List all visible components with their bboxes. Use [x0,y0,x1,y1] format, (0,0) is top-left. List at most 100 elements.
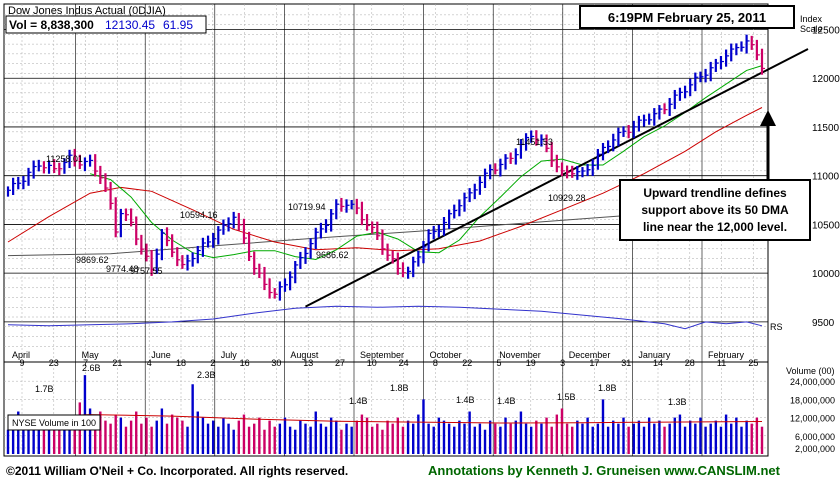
price-bar-30 [160,229,165,261]
month-label-7: November [499,350,541,360]
price-bar-122 [632,120,637,139]
price-annotation-3: 9757.55 [130,266,163,276]
volume-annotation-1: 2.6B [82,363,101,373]
month-label-8: December [569,350,611,360]
price-annotation-6: 9686.62 [316,250,349,260]
price-bar-131 [678,87,683,101]
price-bar-63 [330,209,335,232]
price-bar-80 [417,250,422,267]
callout-line-3: line near the 12,000 level. [643,220,787,234]
price-bar-21 [114,197,119,238]
price-bar-87 [453,204,458,219]
price-axis: 9500 10000 10500 11000 11500 12000 12500 [812,25,840,328]
nyse-volume-label: NYSE Volume in 100 [12,418,96,428]
price-bar-144 [745,34,750,54]
volume-tick-4: 24,000,000 [790,377,835,387]
volume-bars [6,375,764,454]
volume-annotation-6: 1.4B [497,396,516,406]
price-bar-124 [642,114,648,127]
price-tick-6: 12500 [812,25,840,36]
price-bar-18 [99,165,104,185]
ma200-line [7,107,763,252]
price-bar-15 [83,157,88,172]
date-tick-14: 22 [462,358,472,368]
price-bar-100 [519,139,524,159]
date-tick-12: 24 [399,358,409,368]
price-bar-130 [673,89,678,110]
price-annotation-7: 11451.53 [516,137,553,147]
price-bar-49 [258,263,263,279]
price-bar-112 [581,167,586,178]
price-bar-117 [607,140,612,154]
price-bar-104 [540,134,545,147]
price-bar-96 [499,158,504,177]
price-tick-2: 10500 [812,220,840,231]
price-bar-102 [530,130,535,143]
price-bar-64 [335,199,340,220]
index-scale-label: Index [800,14,823,24]
rs-label: RS [770,322,783,332]
callout-line-2: support above its 50 DMA [641,203,789,217]
date-tick-0: 9 [19,358,24,368]
date-tick-6: 2 [210,358,215,368]
price-bar-44 [232,211,237,229]
volume-tick-3: 18,000,000 [790,395,835,405]
price-bar-135 [699,71,704,83]
quote-box [5,15,207,34]
price-bar-25 [135,216,140,246]
price-bar-53 [278,281,283,301]
price-bar-93 [483,168,489,189]
price-bar-61 [319,222,324,239]
price-annotation-1: 9869.62 [76,255,109,265]
timestamp-box [579,5,795,29]
month-label-4: August [290,350,319,360]
date-tick-10: 27 [335,358,345,368]
volume-annotation-9: 1.3B [668,397,687,407]
indicator-lines [7,48,809,424]
price-bar-40 [212,232,217,248]
volume-annotation-7: 1.5B [557,392,576,402]
date-tick-17: 3 [560,358,565,368]
volume-annotation-2: 2.3B [197,370,216,380]
price-bar-84 [437,224,442,238]
price-bar-5 [32,160,37,179]
date-tick-20: 14 [653,358,663,368]
trendline [305,48,809,308]
price-bar-38 [201,237,206,257]
price-bar-73 [381,229,386,255]
price-bar-66 [345,199,350,213]
price-bar-141 [730,43,735,62]
price-bar-140 [724,49,730,67]
price-bar-82 [427,229,432,252]
price-bar-57 [299,251,304,270]
price-bar-35 [186,254,191,271]
price-bar-12 [68,149,73,169]
date-tick-16: 19 [526,358,536,368]
price-bar-129 [668,97,673,116]
index-scale-label-2: Scale [800,24,823,34]
price-bar-20 [109,181,114,210]
price-bar-94 [489,164,494,180]
price-bar-88 [458,199,463,217]
date-tick-15: 5 [496,358,501,368]
price-bar-55 [289,271,294,291]
price-bar-31 [165,227,171,247]
price-bars [6,34,765,301]
price-bar-41 [217,226,222,245]
date-tick-8: 30 [271,358,281,368]
volume-tick-1: 6,000,000 [795,432,835,442]
price-bar-138 [714,58,719,72]
date-tick-7: 16 [240,358,250,368]
price-bar-60 [314,227,319,250]
price-bar-50 [263,266,268,291]
price-bar-8 [47,160,53,174]
price-bar-3 [22,176,27,190]
price-bar-10 [58,162,63,176]
month-label-5: September [360,350,404,360]
price-bar-89 [463,192,468,212]
price-bar-105 [545,134,550,153]
volume-ma-line [7,414,763,424]
price-bar-27 [145,243,150,262]
month-label-2: June [151,350,171,360]
price-bar-113 [586,163,591,177]
